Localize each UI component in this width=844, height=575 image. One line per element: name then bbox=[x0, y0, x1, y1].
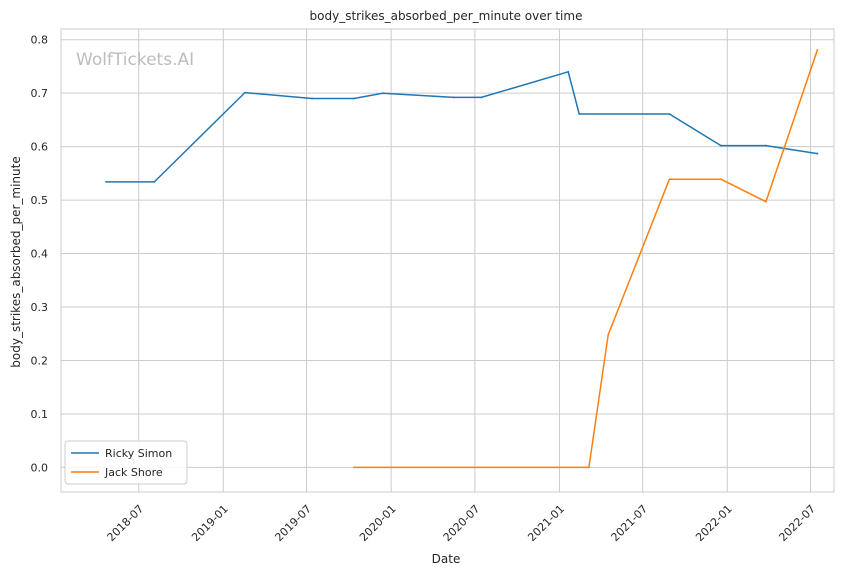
data-point-ricky-simon bbox=[816, 152, 819, 155]
y-tick-label: 0.7 bbox=[31, 87, 49, 100]
series-lines bbox=[105, 48, 819, 469]
data-point-ricky-simon bbox=[578, 113, 581, 115]
data-point-ricky-simon bbox=[452, 96, 455, 99]
y-tick-label: 0.6 bbox=[31, 141, 49, 154]
data-point-jack-shore bbox=[668, 178, 671, 181]
data-point-ricky-simon bbox=[719, 144, 722, 147]
data-point-ricky-simon bbox=[480, 96, 483, 99]
y-tick-label: 0.3 bbox=[31, 301, 49, 314]
y-axis-title: body_strikes_absorbed_per_minute bbox=[9, 156, 23, 367]
legend-label-ricky-simon: Ricky Simon bbox=[105, 447, 172, 460]
data-point-jack-shore bbox=[353, 466, 355, 469]
data-point-jack-shore bbox=[719, 178, 722, 181]
data-point-ricky-simon bbox=[765, 144, 767, 147]
data-point-ricky-simon bbox=[311, 97, 313, 100]
data-point-ricky-simon bbox=[105, 181, 107, 183]
legend: Ricky Simon Jack Shore bbox=[64, 440, 188, 485]
y-tick-label: 0.1 bbox=[31, 408, 49, 421]
data-point-jack-shore bbox=[765, 200, 767, 203]
data-point-ricky-simon bbox=[353, 97, 355, 100]
plot-area bbox=[60, 28, 835, 493]
data-point-jack-shore bbox=[588, 466, 590, 469]
y-tick-label: 0.4 bbox=[31, 248, 49, 261]
chart-title: body_strikes_absorbed_per_minute over ti… bbox=[310, 9, 583, 23]
data-point-ricky-simon bbox=[381, 92, 384, 95]
y-tick-label: 0.5 bbox=[31, 194, 49, 207]
y-tick-label: 0.2 bbox=[31, 354, 49, 367]
legend-label-jack-shore: Jack Shore bbox=[104, 466, 163, 479]
data-point-ricky-simon bbox=[567, 70, 570, 73]
data-point-ricky-simon bbox=[153, 181, 156, 183]
data-point-ricky-simon bbox=[668, 113, 671, 115]
watermark: WolfTickets.AI bbox=[76, 50, 194, 70]
y-tick-label: 0.8 bbox=[31, 34, 49, 47]
series-line-ricky-simon bbox=[106, 71, 818, 183]
data-point-jack-shore bbox=[816, 48, 819, 51]
x-axis-title: Date bbox=[432, 552, 461, 566]
data-point-jack-shore bbox=[607, 333, 610, 336]
data-point-ricky-simon bbox=[244, 91, 246, 94]
grid bbox=[61, 29, 834, 492]
legend-box bbox=[64, 440, 188, 485]
y-tick-label: 0.0 bbox=[31, 461, 49, 474]
